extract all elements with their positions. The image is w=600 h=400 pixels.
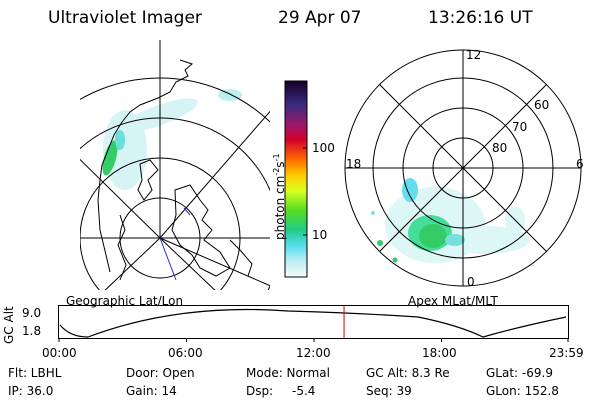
status-mode: Mode: Normal bbox=[246, 366, 330, 380]
timeline-xtick-0000: 00:00 bbox=[42, 346, 77, 360]
mlt-label-12: 12 bbox=[466, 48, 482, 62]
lat-label-80: 80 bbox=[492, 141, 508, 155]
lat-label-60: 60 bbox=[534, 98, 550, 112]
status-glat: GLat: -69.9 bbox=[486, 366, 553, 380]
mlt-label-0: 0 bbox=[467, 275, 475, 289]
colorbar-unit-label: photon cm-2s-1 bbox=[272, 153, 287, 240]
time-label: 13:26:16 UT bbox=[428, 8, 533, 28]
status-dsp-label: Dsp: bbox=[246, 384, 274, 398]
timeline-xtick-2359: 23:59 bbox=[549, 346, 584, 360]
mlt-label-6: 6 bbox=[576, 157, 584, 171]
colorbar bbox=[284, 80, 308, 278]
status-dsp-value: -5.4 bbox=[292, 384, 316, 398]
timeline-xtick-1800: 18:00 bbox=[422, 346, 457, 360]
status-door: Door: Open bbox=[126, 366, 195, 380]
altitude-curve bbox=[59, 308, 567, 338]
status-gc-alt: GC Alt: 8.3 Re bbox=[366, 366, 450, 380]
instrument-title: Ultraviolet Imager bbox=[48, 8, 202, 28]
status-ip: IP: 36.0 bbox=[8, 384, 54, 398]
lat-label-70: 70 bbox=[512, 120, 528, 134]
colorbar-tick-100: 100 bbox=[312, 141, 335, 155]
status-gain: Gain: 14 bbox=[126, 384, 177, 398]
apex-map-label: Apex MLat/MLT bbox=[408, 294, 498, 308]
magnetic-polar-plot bbox=[344, 49, 582, 287]
date-label: 29 Apr 07 bbox=[278, 8, 362, 28]
timeline-ytick-max: 9.0 bbox=[22, 306, 42, 320]
geographic-map-label: Geographic Lat/Lon bbox=[66, 294, 184, 308]
geographic-map bbox=[80, 40, 270, 290]
colorbar-tick-10: 10 bbox=[312, 228, 328, 242]
timeline-xtick-1200: 12:00 bbox=[296, 346, 331, 360]
timeline-plot bbox=[58, 305, 569, 342]
status-seq: Seq: 39 bbox=[366, 384, 412, 398]
timeline-ytick-min: 1.8 bbox=[22, 324, 42, 338]
coastline bbox=[97, 59, 193, 273]
status-glon: GLon: 152.8 bbox=[486, 384, 559, 398]
timeline-xtick-0600: 06:00 bbox=[168, 346, 203, 360]
timeline-axis-label: GC Alt bbox=[2, 306, 16, 344]
mlt-label-18: 18 bbox=[346, 157, 362, 171]
status-flt: Flt: LBHL bbox=[8, 366, 62, 380]
